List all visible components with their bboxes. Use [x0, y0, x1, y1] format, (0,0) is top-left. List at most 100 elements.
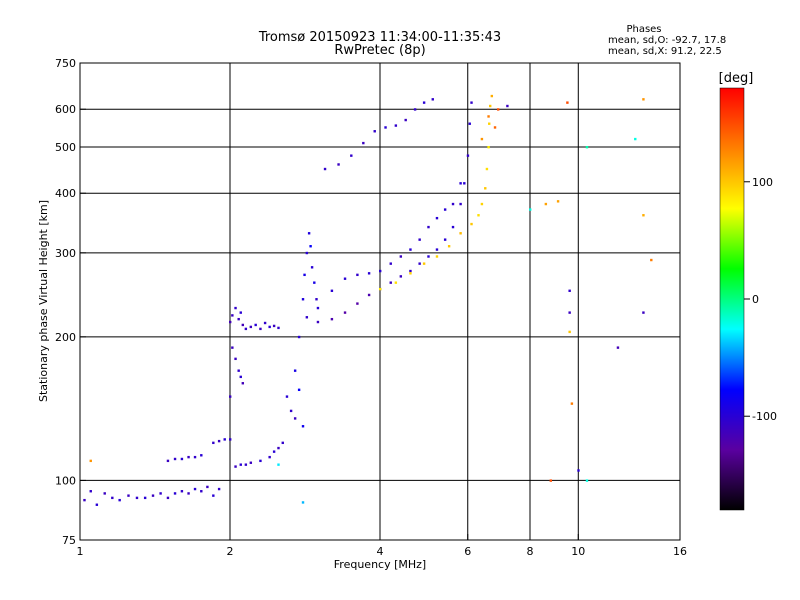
data-point [431, 98, 434, 101]
data-point [272, 450, 276, 453]
data-point [356, 273, 359, 277]
data-point [277, 446, 280, 450]
data-point [293, 369, 297, 372]
data-point [544, 202, 548, 206]
chart-title-line1: Tromsø 20150923 11:34:00-11:35:43 [258, 30, 501, 45]
data-point [367, 293, 371, 297]
data-point [642, 98, 645, 101]
data-point [180, 490, 184, 493]
y-tick-label: 400 [55, 187, 76, 200]
data-point [212, 441, 215, 445]
data-point [418, 262, 421, 265]
y-tick-label: 600 [55, 103, 76, 116]
y-axis-label: Stationary phase Virtual Height [km] [37, 200, 50, 402]
data-point [443, 208, 447, 211]
x-tick-label: 1 [77, 545, 84, 558]
data-point [277, 326, 280, 330]
data-point [316, 320, 320, 324]
data-point [394, 124, 398, 127]
colorbar-unit: [deg] [719, 71, 754, 86]
data-point [118, 498, 121, 502]
y-tick-label: 100 [55, 474, 76, 487]
data-point [231, 346, 234, 349]
data-point [316, 306, 320, 310]
data-point [529, 208, 532, 211]
data-point [173, 492, 177, 495]
grid-lines [80, 63, 680, 540]
x-tick-label: 10 [571, 545, 585, 558]
data-point [389, 281, 392, 284]
data-point [399, 255, 403, 258]
data-point [229, 320, 232, 324]
data-point [451, 202, 455, 206]
data-point [585, 479, 589, 482]
data-point [489, 104, 492, 108]
data-point [488, 122, 491, 125]
x-tick-label: 8 [527, 545, 534, 558]
data-point [566, 101, 569, 104]
data-point [413, 108, 417, 111]
data-point [95, 503, 99, 506]
data-point [343, 277, 347, 280]
data-point [297, 388, 301, 392]
y-tick-label: 200 [55, 331, 76, 344]
data-point [244, 327, 248, 331]
data-point [310, 266, 314, 269]
data-point [435, 248, 439, 251]
data-point [470, 101, 473, 104]
data-point [200, 454, 203, 457]
data-point [166, 496, 170, 500]
scatter-points [83, 94, 653, 506]
colorbar-ticks: 100 0 -100 [744, 176, 777, 423]
data-point [487, 115, 490, 118]
data-point [244, 463, 248, 466]
colorbar [719, 87, 745, 511]
data-point [143, 496, 147, 500]
data-point [111, 496, 114, 500]
data-point [459, 202, 462, 206]
data-point [577, 469, 580, 472]
data-point [409, 272, 412, 275]
data-point [297, 335, 301, 339]
x-tick-label: 16 [673, 545, 687, 558]
y-tick-label: 750 [55, 57, 76, 70]
data-point [496, 108, 500, 111]
data-point [83, 498, 86, 502]
data-point [305, 316, 309, 319]
data-point [418, 238, 421, 241]
data-point [506, 104, 509, 108]
data-point [200, 490, 203, 493]
data-point [159, 492, 162, 495]
data-point [568, 311, 571, 314]
data-point [187, 455, 190, 459]
data-point [249, 461, 253, 464]
y-tick-label: 500 [55, 141, 76, 154]
data-point [549, 479, 553, 482]
data-point [263, 321, 267, 325]
colorbar-tick-label: 0 [752, 293, 759, 306]
data-point [234, 306, 237, 310]
data-point [435, 255, 439, 258]
data-point [356, 302, 359, 305]
data-point [231, 314, 234, 317]
data-point [285, 395, 289, 398]
data-point [259, 327, 262, 331]
data-point [568, 289, 571, 292]
data-point [443, 238, 447, 241]
data-point [409, 269, 412, 273]
data-point [389, 262, 392, 265]
data-point [307, 232, 311, 235]
data-point [241, 323, 245, 327]
data-point [463, 182, 466, 185]
y-tick-label: 300 [55, 247, 76, 260]
data-point [384, 126, 387, 129]
data-point [330, 289, 334, 292]
data-point [343, 311, 347, 314]
data-point [330, 317, 334, 321]
data-point [301, 501, 305, 504]
data-point [237, 317, 240, 321]
data-point [650, 258, 653, 262]
data-point [373, 130, 376, 133]
data-point [480, 137, 484, 141]
data-point [127, 494, 130, 497]
